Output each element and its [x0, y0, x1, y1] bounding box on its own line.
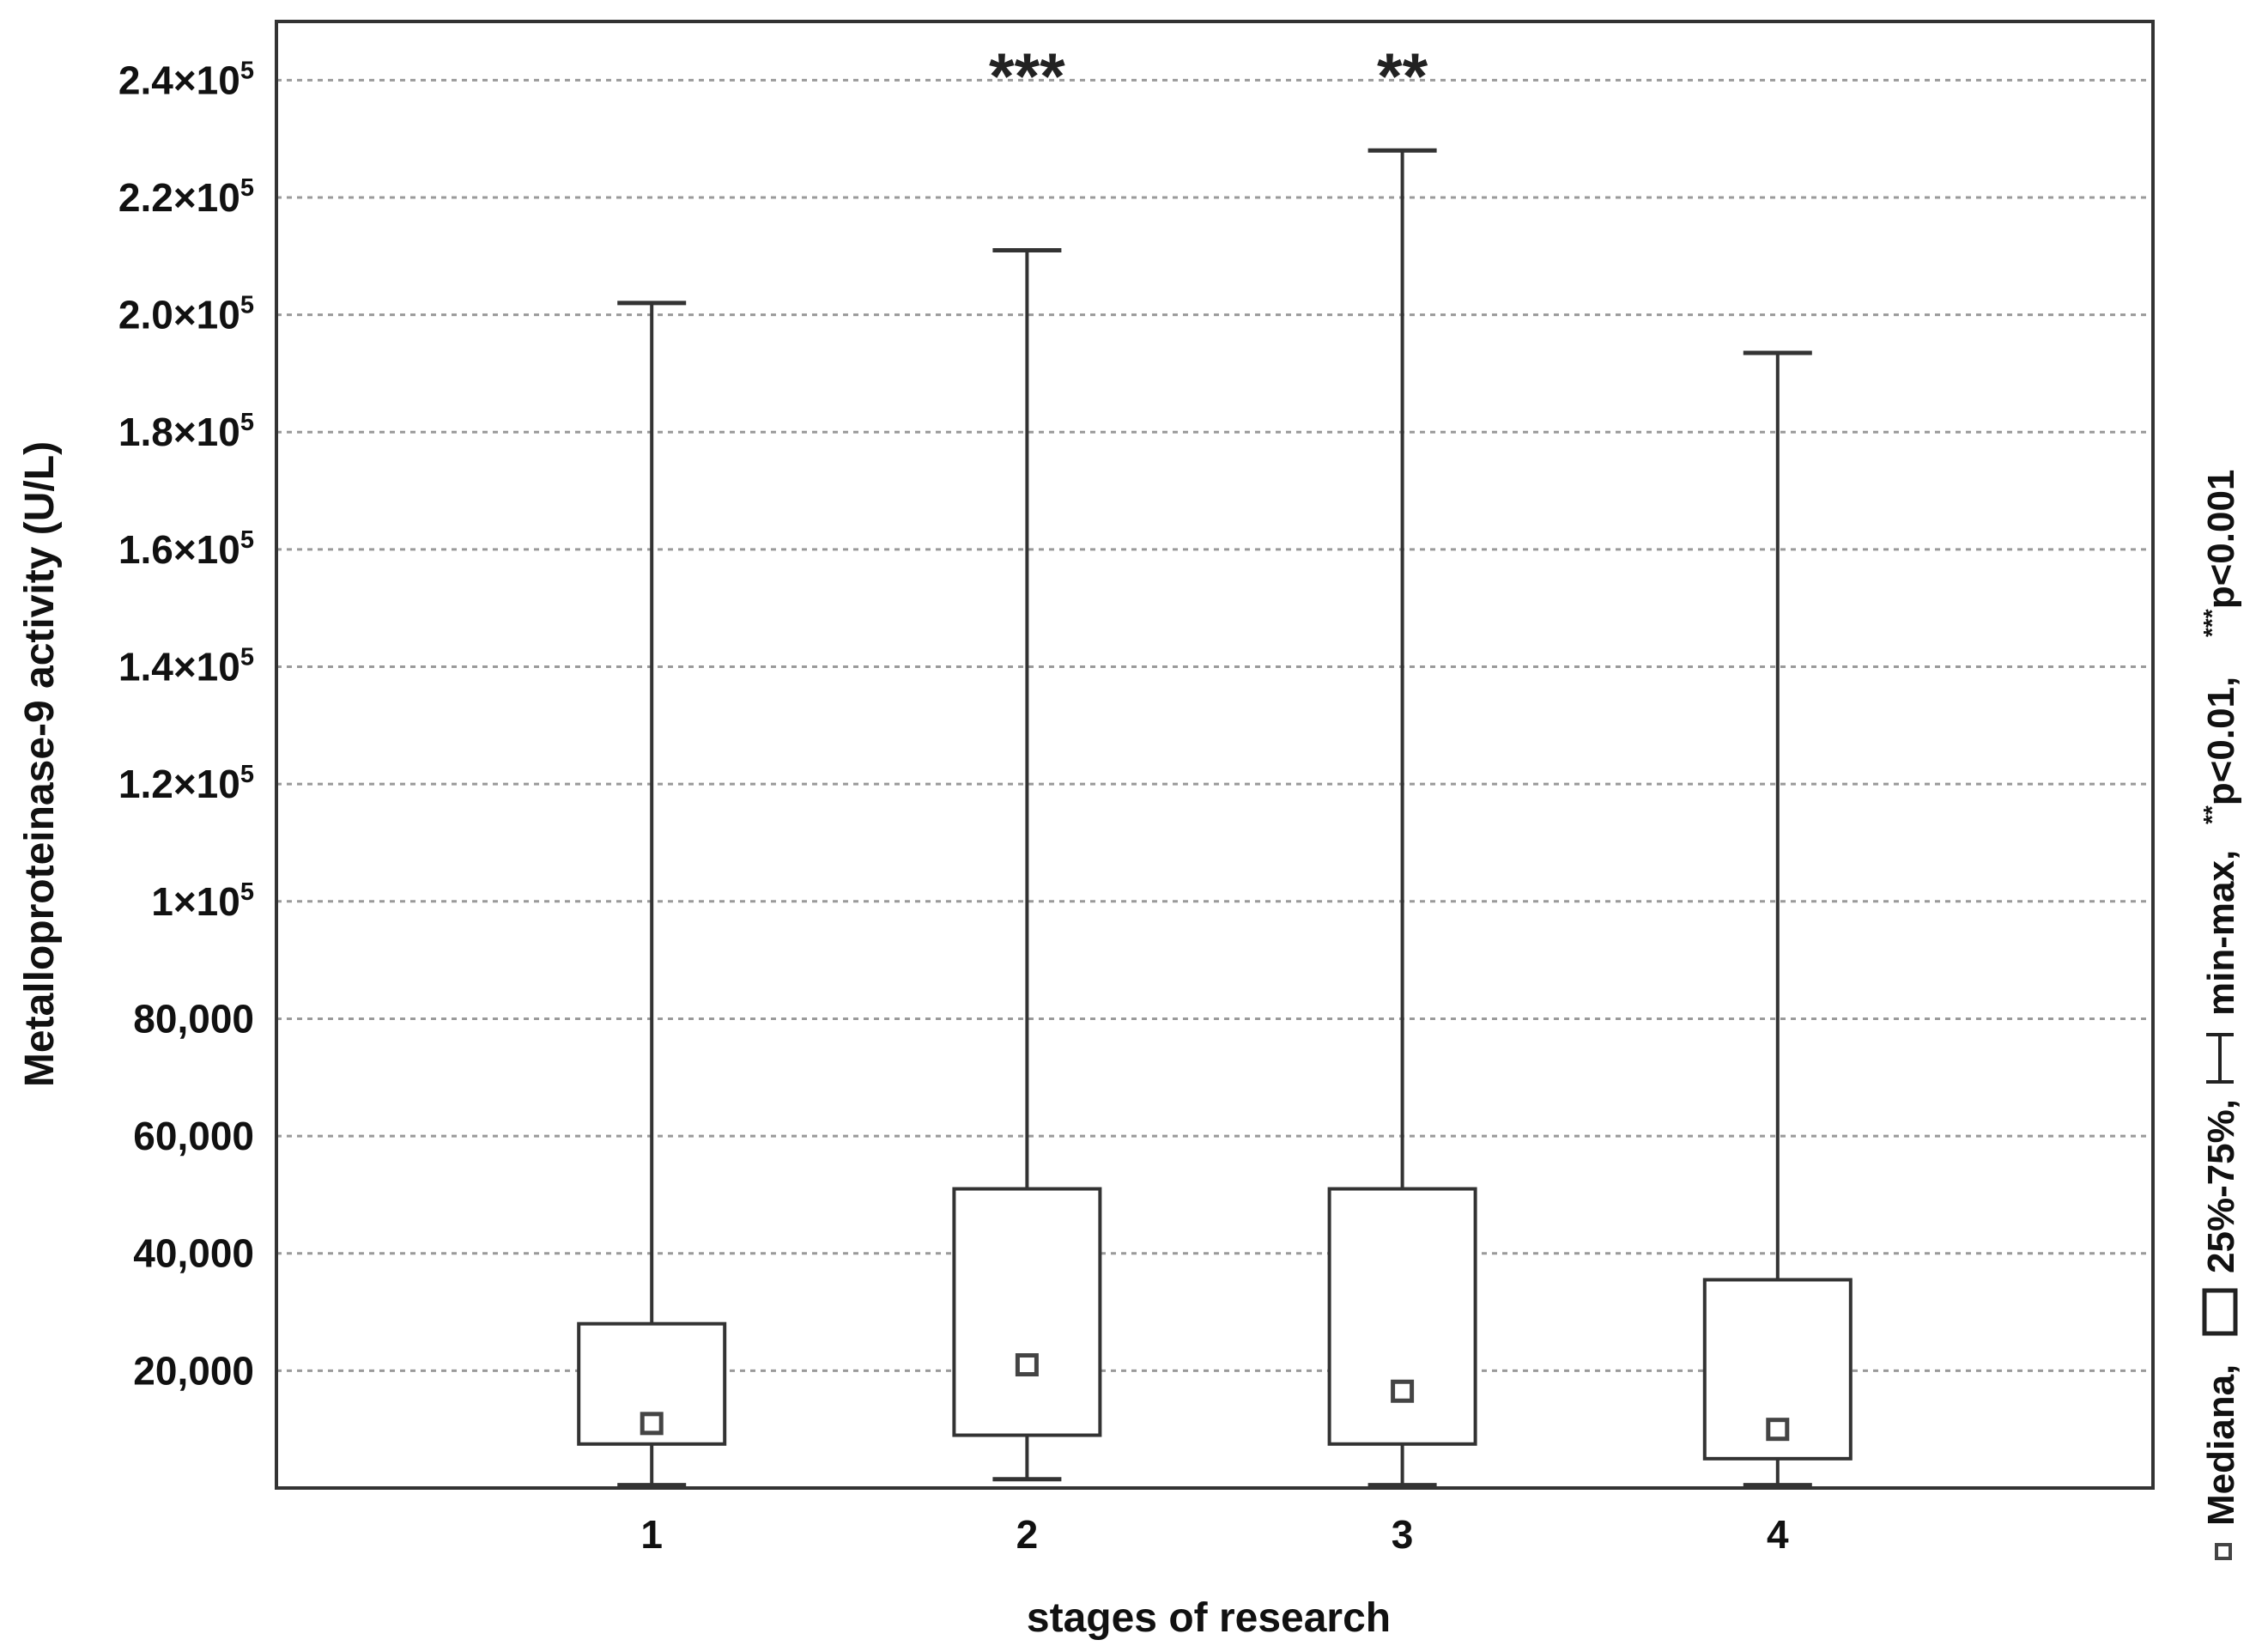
plot-frame	[275, 20, 2155, 1490]
y-tick-label: 20,000	[133, 1348, 254, 1393]
significance-label: **	[1377, 40, 1428, 113]
box-plot-stage-1	[577, 301, 727, 1488]
x-tick-label: 4	[1767, 1512, 1789, 1557]
y-tick-label: 1.6×105	[118, 526, 254, 572]
x-tick-label: 1	[640, 1512, 663, 1557]
y-tick-label: 2.2×105	[118, 174, 254, 220]
legend-item-label: ***p<0.001	[2198, 470, 2242, 637]
y-tick-label: 1.4×105	[118, 644, 254, 689]
box-plot-stage-3	[1327, 148, 1477, 1488]
median-marker	[640, 1412, 664, 1436]
y-tick-label: 2.0×105	[118, 292, 254, 337]
gridlines	[276, 78, 2153, 1372]
y-tick-label: 40,000	[133, 1231, 254, 1276]
legend-item-label: **p<0.01,	[2198, 677, 2242, 824]
y-tick-labels: 20,000 40,000 60,000 80,000 1×105 1.2×105 1.4×…	[118, 57, 254, 1393]
legend-item-label: 25%-75%,	[2200, 1099, 2242, 1273]
significance-labels: *** **	[989, 40, 1428, 113]
x-axis-label: stages of research	[1027, 1595, 1391, 1641]
y-tick-label: 1×105	[151, 878, 254, 924]
y-tick-label: 2.4×105	[118, 57, 254, 102]
median-marker	[1766, 1418, 1790, 1442]
legend-median-symbol	[2215, 1543, 2232, 1560]
median-marker	[1015, 1353, 1039, 1377]
legend-whisker-symbol	[2206, 1033, 2234, 1084]
x-tick-labels: 1 2 3 4	[640, 1512, 1789, 1557]
median-marker	[1391, 1379, 1415, 1403]
legend-item-label: Mediana,	[2200, 1364, 2242, 1526]
x-tick-label: 3	[1392, 1512, 1414, 1557]
iqr-box	[1327, 1187, 1477, 1446]
box-plot-stage-2	[952, 247, 1102, 1482]
y-tick-label: 1.2×105	[118, 761, 254, 806]
significance-label: ***	[989, 40, 1065, 113]
legend-item-label: min-max,	[2200, 850, 2242, 1016]
x-tick-label: 2	[1016, 1512, 1039, 1557]
legend-box-symbol	[2202, 1288, 2238, 1336]
y-tick-label: 1.8×105	[118, 409, 254, 454]
box-plots	[577, 148, 1853, 1488]
iqr-box	[952, 1187, 1102, 1437]
legend: Mediana, 25%-75%, min-max, **p<0.01, ***p<0.…	[2198, 470, 2242, 1560]
y-axis-label: Metalloproteinase-9 activity (U/L)	[17, 441, 63, 1087]
y-tick-label: 60,000	[133, 1114, 254, 1158]
box-plot-stage-4	[1702, 350, 1853, 1488]
y-tick-label: 80,000	[133, 996, 254, 1041]
